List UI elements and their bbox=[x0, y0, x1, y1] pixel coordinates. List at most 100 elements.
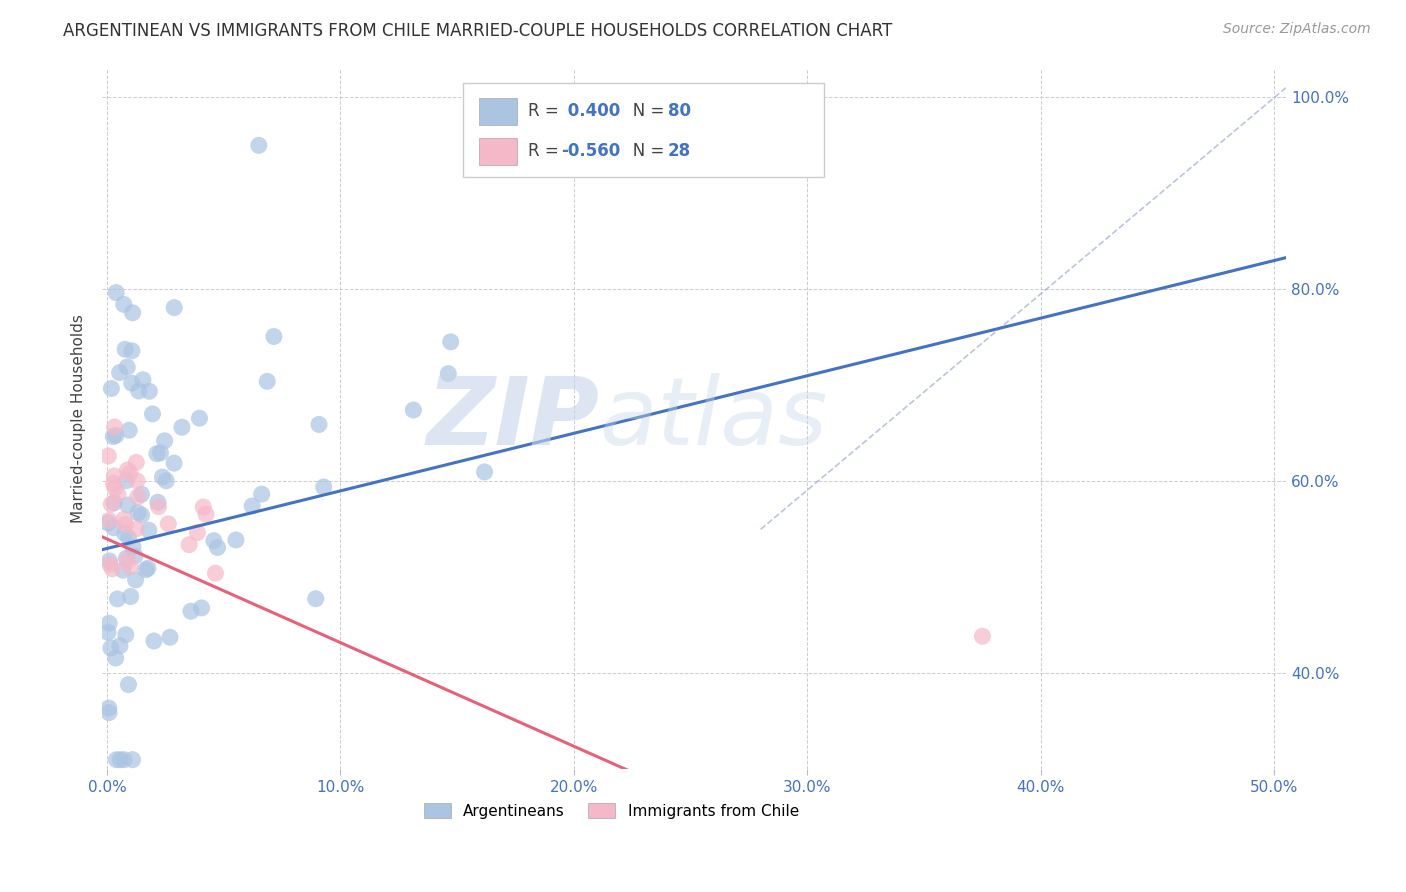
Point bbox=[103, 429, 125, 443]
Point bbox=[114, 628, 136, 642]
Text: 28: 28 bbox=[668, 142, 692, 161]
Point bbox=[437, 367, 460, 381]
Point bbox=[263, 329, 285, 343]
Point bbox=[118, 423, 141, 437]
Point bbox=[97, 516, 120, 530]
Point bbox=[247, 138, 270, 153]
Point bbox=[127, 490, 149, 504]
Point bbox=[98, 558, 121, 572]
Point bbox=[114, 517, 136, 532]
Point bbox=[103, 476, 125, 491]
Point bbox=[121, 753, 143, 767]
Point bbox=[117, 531, 139, 545]
Point bbox=[188, 411, 211, 425]
Point bbox=[138, 523, 160, 537]
Point bbox=[108, 639, 131, 653]
Point bbox=[190, 601, 212, 615]
Point bbox=[481, 138, 503, 153]
Point bbox=[98, 554, 121, 568]
Point bbox=[204, 566, 226, 581]
Point bbox=[125, 455, 148, 469]
Point bbox=[149, 446, 172, 460]
Point bbox=[312, 480, 335, 494]
Point bbox=[148, 500, 170, 514]
Point bbox=[972, 629, 994, 643]
Point bbox=[240, 499, 263, 513]
Point bbox=[97, 449, 120, 463]
Point bbox=[97, 625, 120, 640]
Point bbox=[104, 428, 127, 442]
Point bbox=[146, 495, 169, 509]
Point bbox=[117, 463, 139, 477]
Point bbox=[131, 487, 153, 501]
Point bbox=[100, 497, 122, 511]
Text: -0.560: -0.560 bbox=[561, 142, 621, 161]
Point bbox=[103, 496, 125, 510]
Point bbox=[117, 498, 139, 512]
Point bbox=[142, 634, 165, 648]
Text: ZIP: ZIP bbox=[426, 373, 599, 465]
Point bbox=[127, 506, 149, 520]
Point bbox=[170, 420, 193, 434]
Point bbox=[105, 285, 128, 300]
Point bbox=[118, 467, 141, 481]
Point bbox=[104, 481, 127, 495]
Point bbox=[146, 447, 169, 461]
Point bbox=[440, 334, 463, 349]
Point bbox=[305, 591, 328, 606]
Point bbox=[152, 470, 174, 484]
Point bbox=[124, 573, 146, 587]
Point bbox=[157, 516, 180, 531]
Point bbox=[115, 359, 138, 374]
Point bbox=[98, 616, 121, 631]
Point bbox=[105, 753, 128, 767]
Point bbox=[308, 417, 330, 432]
Point bbox=[121, 343, 143, 358]
Point bbox=[115, 474, 138, 488]
Point bbox=[225, 533, 247, 547]
Point bbox=[207, 541, 229, 555]
Point bbox=[103, 469, 125, 483]
Point bbox=[127, 474, 149, 488]
Point bbox=[121, 540, 143, 554]
Point bbox=[128, 384, 150, 398]
Y-axis label: Married-couple Households: Married-couple Households bbox=[72, 315, 86, 524]
Point bbox=[256, 375, 278, 389]
Text: 80: 80 bbox=[668, 103, 690, 120]
Point bbox=[115, 551, 138, 566]
Point bbox=[402, 403, 425, 417]
Point bbox=[112, 297, 135, 311]
Point bbox=[114, 526, 136, 541]
Text: R =: R = bbox=[529, 142, 564, 161]
Point bbox=[103, 420, 125, 434]
Point bbox=[124, 549, 146, 563]
Point bbox=[474, 465, 496, 479]
Point bbox=[195, 508, 218, 522]
FancyBboxPatch shape bbox=[478, 138, 516, 164]
Point bbox=[104, 651, 127, 665]
Point bbox=[121, 306, 143, 320]
Text: N =: N = bbox=[617, 103, 669, 120]
Point bbox=[101, 562, 124, 576]
Point bbox=[159, 630, 181, 644]
Point bbox=[98, 513, 121, 527]
Point bbox=[136, 561, 159, 575]
Text: ARGENTINEAN VS IMMIGRANTS FROM CHILE MARRIED-COUPLE HOUSEHOLDS CORRELATION CHART: ARGENTINEAN VS IMMIGRANTS FROM CHILE MAR… bbox=[63, 22, 893, 40]
Point bbox=[193, 500, 215, 514]
Point bbox=[114, 343, 136, 357]
Text: 0.400: 0.400 bbox=[561, 103, 620, 120]
Point bbox=[107, 487, 129, 501]
Point bbox=[202, 533, 225, 548]
Point bbox=[125, 522, 148, 536]
Point bbox=[153, 434, 176, 448]
Point bbox=[180, 604, 202, 618]
Point bbox=[98, 706, 121, 720]
FancyBboxPatch shape bbox=[478, 98, 516, 125]
Point bbox=[112, 563, 135, 577]
Point bbox=[112, 512, 135, 526]
Point bbox=[97, 701, 120, 715]
Point bbox=[100, 640, 122, 655]
Text: atlas: atlas bbox=[599, 374, 828, 465]
Point bbox=[117, 677, 139, 691]
Point bbox=[141, 407, 163, 421]
